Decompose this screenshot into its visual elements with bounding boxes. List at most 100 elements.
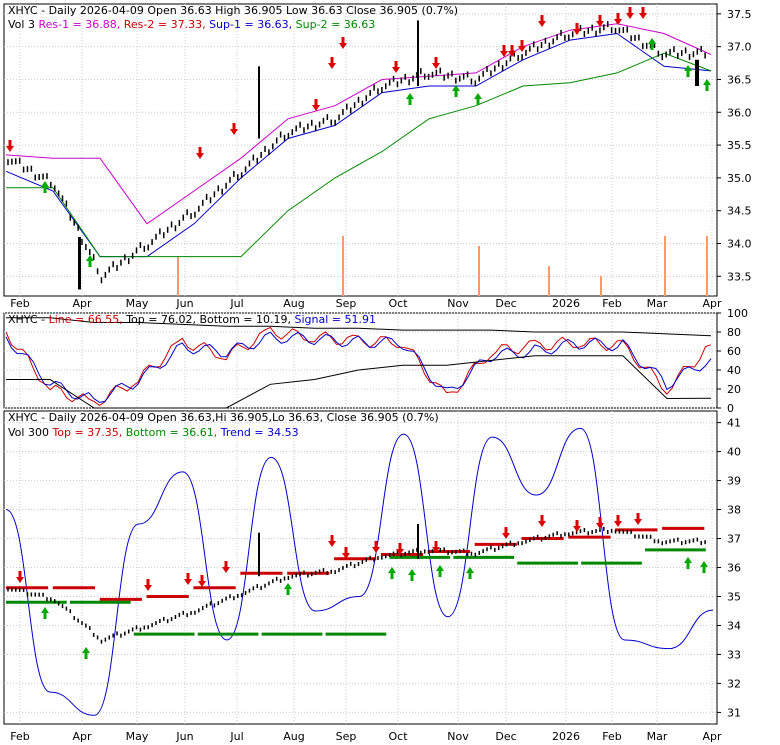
volume-bar xyxy=(548,266,550,296)
up-arrow-icon xyxy=(466,567,474,579)
header-segment: Bottom = 36.61, xyxy=(122,426,217,439)
down-arrow-icon xyxy=(342,547,350,559)
volume-bar xyxy=(664,236,666,296)
oscillator-panel: 100 80 60 40 20 0 XHYC - Line = 66.55, Top = 7… xyxy=(3,307,748,415)
down-arrow-icon xyxy=(432,541,440,553)
y-tick-label: 35.5 xyxy=(727,139,752,152)
x-tick-label: Oct xyxy=(388,297,408,310)
y-tick-label: 35.0 xyxy=(727,172,752,185)
panel-header: XHYC - Daily 2026-04-09 Open 36.63,Hi 36… xyxy=(8,411,439,424)
y-tick-label: 80 xyxy=(727,326,741,339)
down-arrow-icon xyxy=(614,13,622,25)
x-tick-label: 2026 xyxy=(552,730,580,743)
down-arrow-icon xyxy=(16,571,24,583)
up-arrow-icon xyxy=(648,38,656,50)
series-line-res-1 xyxy=(5,23,712,225)
down-arrow-icon xyxy=(538,15,546,27)
down-arrow-icon xyxy=(328,535,336,547)
header-segment: Res-1 = 36.88, xyxy=(35,18,120,31)
down-arrow-icon xyxy=(198,575,206,587)
y-tick-label: 100 xyxy=(727,307,748,320)
down-arrow-icon xyxy=(312,99,320,111)
y-tick-label: 40 xyxy=(727,446,741,459)
down-arrow-icon xyxy=(626,7,634,19)
down-arrow-icon xyxy=(328,57,336,69)
header-segment: XHYC - Daily 2026-04-09 Open 36.63,Hi 36… xyxy=(8,411,439,424)
x-tick-label: Feb xyxy=(602,730,621,743)
y-tick-label: 34 xyxy=(727,619,741,632)
plot-frame xyxy=(3,3,718,297)
down-arrow-icon xyxy=(573,520,581,532)
y-tick-label: 37.5 xyxy=(727,8,752,21)
price-bar xyxy=(258,66,260,139)
y-tick-label: 36 xyxy=(727,562,741,575)
header-segment: Vol 3 xyxy=(8,18,35,31)
x-tick-label: May xyxy=(126,730,149,743)
series-line-sup-2 xyxy=(6,52,712,258)
down-arrow-icon xyxy=(508,45,516,57)
down-arrow-icon xyxy=(634,513,642,525)
y-tick-label: 40 xyxy=(727,364,741,377)
up-arrow-icon xyxy=(284,583,292,595)
volume-bar xyxy=(342,236,344,296)
header-segment: XHYC - xyxy=(8,313,49,326)
x-tick-label: Apr xyxy=(72,730,92,743)
down-arrow-icon xyxy=(184,573,192,585)
y-tick-label: 32 xyxy=(727,677,741,690)
down-arrow-icon xyxy=(222,561,230,573)
header-segment: Res-2 = 37.33, xyxy=(120,18,205,31)
y-tick-label: 20 xyxy=(727,383,741,396)
x-tick-label: Aug xyxy=(283,297,304,310)
down-arrow-icon xyxy=(500,45,508,57)
header-segment: Top = 37.35, xyxy=(49,426,122,439)
up-arrow-icon xyxy=(452,85,460,97)
header-segment: Trend = 34.53 xyxy=(217,426,298,439)
down-arrow-icon xyxy=(396,543,404,555)
y-tick-label: 37.0 xyxy=(727,41,752,54)
panel-header: XHYC - Line = 66.55, Top = 76.02, Bottom… xyxy=(8,313,376,326)
up-arrow-icon xyxy=(474,93,482,105)
volume-bar xyxy=(177,256,179,296)
trend-panel: 41 40 39 38 37 36 35 34 33 32 31 XHYC - Daily 2026-… xyxy=(3,410,741,725)
panel-header: Vol 300 Top = 37.35, Bottom = 36.61, Tre… xyxy=(8,426,299,439)
price-bar xyxy=(417,524,419,559)
x-tick-label: Sep xyxy=(336,730,357,743)
up-arrow-icon xyxy=(388,567,396,579)
panel-header: Vol 3 Res-1 = 36.88, Res-2 = 37.33, Sup-… xyxy=(8,18,375,31)
down-arrow-icon xyxy=(518,40,526,52)
down-arrow-icon xyxy=(573,23,581,35)
down-arrow-icon xyxy=(502,527,510,539)
up-arrow-icon xyxy=(406,93,414,105)
x-tick-label: Jun xyxy=(175,297,193,310)
header-segment: Top = 76.02, xyxy=(123,313,196,326)
x-tick-label: Mar xyxy=(647,730,668,743)
up-arrow-icon xyxy=(684,557,692,569)
y-tick-label: 38 xyxy=(727,504,741,517)
series-line-top xyxy=(6,317,712,337)
up-arrow-icon xyxy=(41,181,49,193)
y-tick-label: 39 xyxy=(727,475,741,488)
series-line-trend xyxy=(5,427,714,716)
down-arrow-icon xyxy=(639,7,647,19)
panel-header: XHYC - Daily 2026-04-09 Open 36.63 High … xyxy=(8,4,458,17)
series-line-signal xyxy=(5,331,712,403)
volume-bar xyxy=(706,236,708,296)
volume-bar xyxy=(478,246,480,296)
down-arrow-icon xyxy=(614,515,622,527)
header-segment: XHYC - Daily 2026-04-09 Open 36.63 High … xyxy=(8,4,458,17)
y-tick-label: 60 xyxy=(727,345,741,358)
y-tick-label: 31 xyxy=(727,706,741,719)
down-arrow-icon xyxy=(230,123,238,135)
up-arrow-icon xyxy=(684,65,692,77)
price-bar xyxy=(417,20,419,87)
up-arrow-icon xyxy=(86,255,94,267)
x-tick-label: Jul xyxy=(229,730,243,743)
y-tick-label: 37 xyxy=(727,533,741,546)
down-arrow-icon xyxy=(538,515,546,527)
y-tick-label: 36.0 xyxy=(727,106,752,119)
y-tick-label: 0 xyxy=(727,402,734,415)
series-line-bottom xyxy=(6,355,712,409)
price-bar xyxy=(78,236,81,290)
down-arrow-icon xyxy=(372,541,380,553)
